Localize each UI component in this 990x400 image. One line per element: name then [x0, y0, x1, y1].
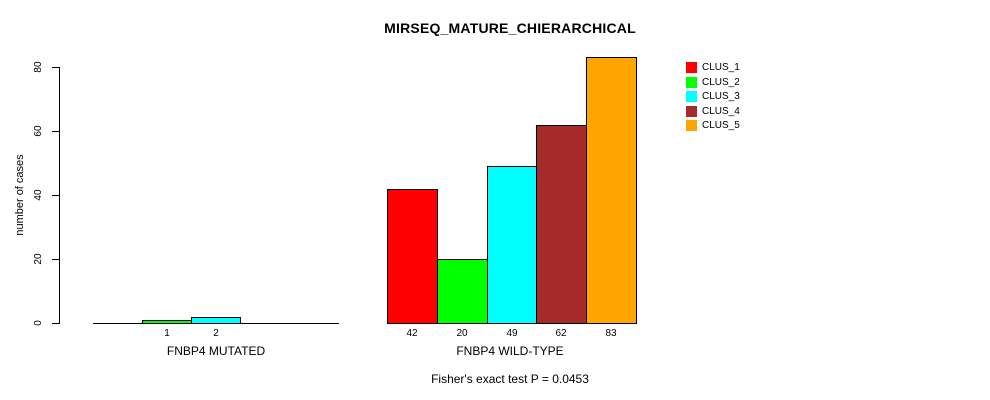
bar-value-label: 42 [406, 328, 418, 339]
legend-swatch-icon [686, 76, 697, 88]
y-tick [52, 131, 59, 132]
legend-swatch-icon [686, 91, 697, 102]
chart-title: MIRSEQ_MATURE_CHIERARCHICAL [384, 20, 636, 36]
legend-row: CLUS_1 [686, 62, 740, 73]
bar-value-label: 83 [605, 328, 617, 339]
bar [191, 317, 241, 324]
y-tick [52, 67, 59, 68]
group-label-mutated: FNBP4 MUTATED [166, 344, 266, 358]
y-tick [52, 323, 59, 324]
group-label-wildtype: FNBP4 WILD-TYPE [456, 344, 564, 358]
legend-swatch-icon [686, 62, 697, 73]
legend-label: CLUS_4 [702, 105, 740, 117]
y-tick-label: 80 [32, 61, 44, 73]
bar [487, 166, 537, 324]
bar [536, 125, 587, 324]
bar-value-label: 62 [555, 328, 567, 339]
legend-row: CLUS_4 [686, 105, 740, 117]
legend-label: CLUS_5 [702, 120, 740, 131]
legend-swatch-icon [686, 120, 697, 131]
y-axis-line [59, 67, 60, 324]
y-tick [52, 195, 59, 196]
bar [586, 57, 637, 324]
legend-label: CLUS_1 [702, 62, 740, 73]
y-tick [52, 259, 59, 260]
fisher-test-footnote: Fisher's exact test P = 0.0453 [431, 372, 589, 386]
legend-label: CLUS_3 [702, 91, 740, 102]
bar-value-label: 2 [213, 328, 219, 339]
bar [142, 320, 192, 324]
legend-label: CLUS_2 [702, 76, 740, 88]
bar [437, 259, 488, 324]
legend-row: CLUS_5 [686, 120, 740, 131]
bar-value-label: 20 [456, 328, 468, 339]
legend: CLUS_1 CLUS_2 CLUS_3 CLUS_4 CLUS_5 [686, 62, 740, 135]
y-tick-label: 0 [32, 320, 44, 326]
legend-row: CLUS_3 [686, 91, 740, 102]
bar-value-label: 49 [506, 328, 518, 339]
bar-value-label: 1 [164, 328, 170, 339]
y-tick-label: 60 [32, 125, 44, 137]
y-tick-label: 20 [32, 253, 44, 265]
y-tick-label: 40 [32, 189, 44, 201]
bar [387, 189, 438, 324]
legend-row: CLUS_2 [686, 76, 740, 88]
legend-swatch-icon [686, 105, 697, 117]
